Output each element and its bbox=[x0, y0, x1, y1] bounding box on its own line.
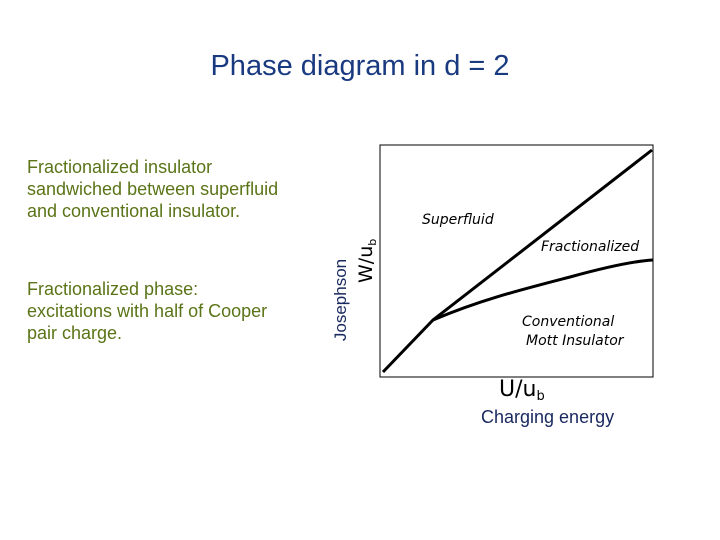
note-line: and conventional insulator. bbox=[27, 201, 241, 221]
note: Fractionalized phase: excitations with h… bbox=[27, 278, 267, 344]
x-label-main: U/u bbox=[499, 377, 536, 402]
region-label: Fractionalized bbox=[541, 239, 639, 255]
y-label-sub: b bbox=[366, 239, 379, 246]
slide-title: Phase diagram in d = 2 bbox=[210, 50, 510, 82]
x-axis-caption: Charging energy bbox=[481, 407, 615, 427]
y-label-main: W/u bbox=[355, 246, 377, 283]
y-label: W/ub bbox=[355, 239, 379, 283]
x-label-sub: b bbox=[536, 389, 544, 404]
note-line: Fractionalized phase: bbox=[27, 279, 199, 299]
region-label: Conventional bbox=[522, 314, 614, 330]
note-line: Fractionalized insulator bbox=[27, 157, 213, 177]
x-label: U/ub bbox=[499, 377, 545, 404]
note-line: pair charge. bbox=[27, 323, 123, 343]
note-line: sandwiched between superfluid bbox=[27, 179, 279, 199]
note: Fractionalized insulator sandwiched betw… bbox=[27, 156, 278, 222]
region-label: Mott Insulator bbox=[526, 333, 625, 349]
phase-boundary bbox=[432, 258, 654, 322]
region-label: Superfluid bbox=[422, 212, 494, 228]
note-line: excitations with half of Cooper bbox=[27, 301, 268, 321]
